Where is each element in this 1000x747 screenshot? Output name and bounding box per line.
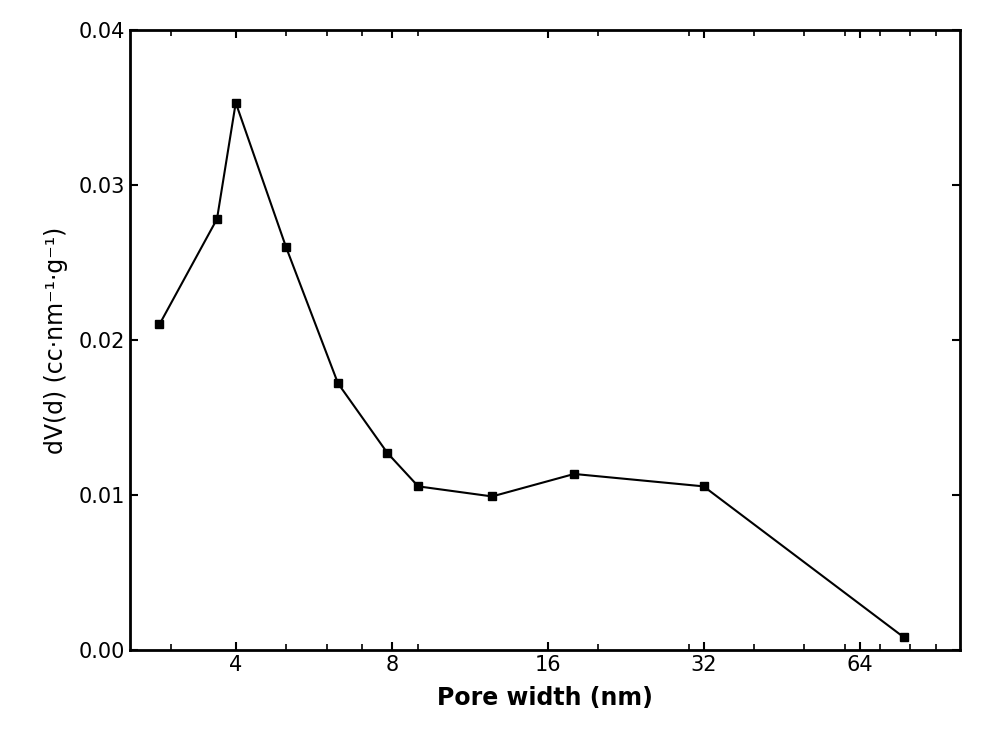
X-axis label: Pore width (nm): Pore width (nm) — [437, 686, 653, 710]
Y-axis label: dV(d) (cc·nm⁻¹·g⁻¹): dV(d) (cc·nm⁻¹·g⁻¹) — [44, 226, 68, 453]
